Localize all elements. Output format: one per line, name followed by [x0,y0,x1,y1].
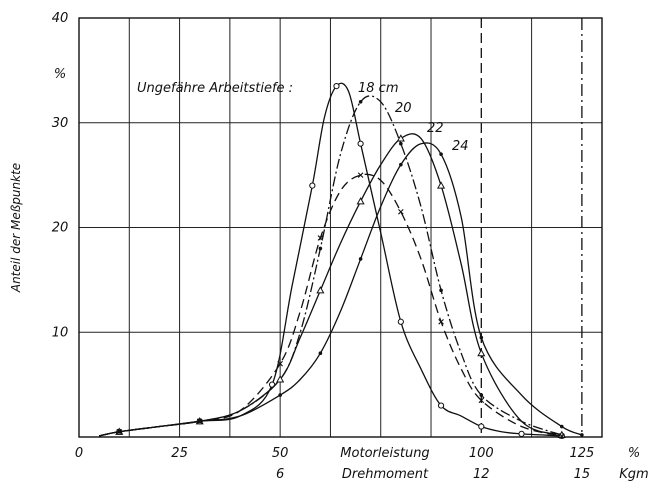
x2-axis-unit: Kgm [619,467,648,482]
series-line-0 [98,82,562,437]
data-point [309,182,316,189]
data-point [356,197,365,205]
data-point [558,433,565,439]
y-tick-label: 10 [52,325,69,340]
x-tick-label: 0 [75,446,83,461]
series-group: 18 cm 20 22 24 [98,81,584,440]
y-tick-label: 30 [52,116,69,131]
x-tick-label: 100 [469,446,494,461]
data-point [357,140,364,147]
data-point [397,318,404,325]
data-point [437,402,445,409]
data-point [518,430,525,437]
data-point [358,100,363,104]
data-point [278,393,282,397]
y-tick-label: 20 [52,221,69,236]
x-axis-label: Motorleistung [340,446,429,461]
data-point [479,335,484,340]
data-point [316,286,325,294]
y-tick-label: 40 [52,11,69,26]
reference-lines [480,18,583,437]
data-point [357,172,364,178]
y-axis-unit: % [54,67,66,82]
data-point [437,181,446,189]
plot-frame [78,17,603,438]
x-tick-label: 125 [569,446,594,461]
data-point [398,208,404,215]
data-point [559,424,564,429]
data-point [276,375,285,383]
x-tick-label: 50 [272,446,289,461]
y-axis-label: Anteil der Meßpunkte [9,163,23,293]
data-point [358,257,363,261]
data-point [277,360,283,367]
data-point [318,246,323,251]
data-point [439,288,443,293]
series-line-1 [98,95,562,437]
x2-axis-label: Drehmoment [342,467,429,482]
data-point [478,397,485,404]
gridlines [79,18,602,437]
x2-tick-label: 12 [473,467,490,482]
data-point [396,134,405,142]
data-point [333,82,340,90]
data-point [478,423,485,430]
x2-tick-label: 15 [574,467,591,482]
data-point [317,235,324,241]
axis-labels: 0 25 50 100 125 6 12 15 10 20 30 40 [52,11,595,482]
data-point [438,318,444,325]
x-tick-label: 25 [171,446,188,461]
data-point [439,152,443,156]
x-axis-unit: % [628,446,640,461]
series-label: 24 [452,139,469,154]
data-point [399,162,403,167]
series-line-4 [98,142,583,437]
series-label: 20 [395,101,412,116]
data-point [117,429,122,434]
data-point [399,141,403,146]
x2-tick-label: 6 [276,467,284,482]
data-point [318,351,323,356]
data-point [479,393,484,397]
data-point [477,348,486,357]
annotation: Ungefähre Arbeitstiefe : [137,81,293,96]
series-label: 18 cm [358,81,399,96]
series-label: 22 [427,121,444,136]
data-point [197,419,202,424]
data-point [580,433,584,437]
